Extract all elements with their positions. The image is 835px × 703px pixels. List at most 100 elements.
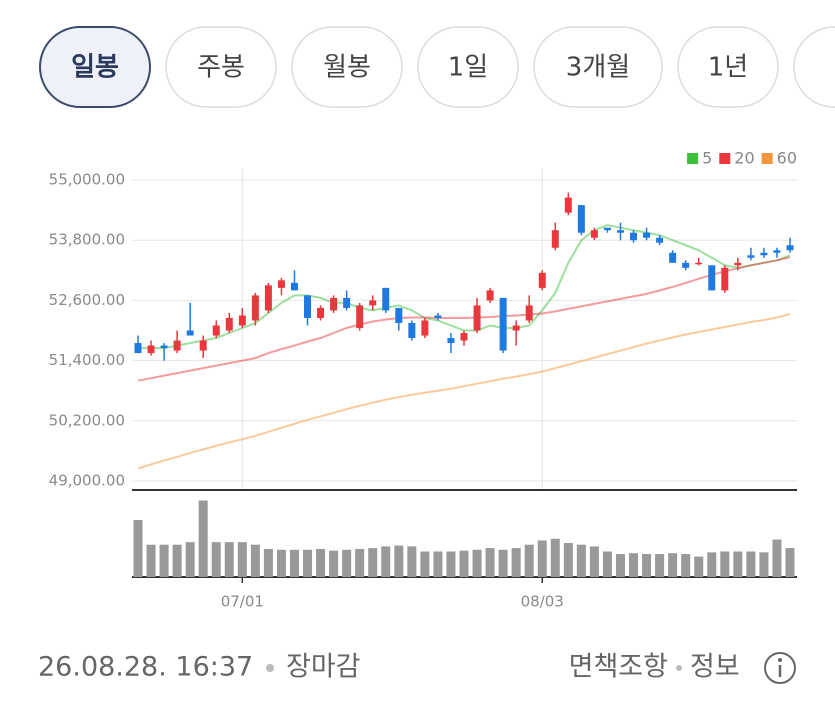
volume-bar (485, 548, 495, 577)
y-tick-label: 49,000.00 (49, 471, 125, 489)
volume-bar (263, 548, 273, 577)
candle-body (330, 297, 338, 311)
candle-body (369, 300, 377, 306)
volume-bar (146, 544, 156, 577)
candle-body (708, 265, 716, 291)
tab-pill (291, 26, 403, 108)
candle-body (251, 295, 259, 321)
volume-bar (355, 548, 365, 577)
volume-bar (694, 556, 704, 577)
legend-swatch (719, 153, 731, 164)
volume-bar (381, 546, 391, 577)
volume-bar (537, 540, 547, 577)
candle-body (408, 322, 416, 339)
tab-pill (165, 26, 277, 108)
volume-bar (159, 544, 169, 577)
candle-body (160, 345, 168, 349)
candle-body (786, 245, 794, 251)
candle-body (173, 340, 181, 351)
tab-label: 주봉 (197, 53, 245, 83)
volume-bar (211, 542, 221, 577)
volume-bar (420, 551, 430, 577)
moving-average-line (138, 224, 791, 350)
info-icon[interactable] (764, 652, 796, 684)
y-tick-label: 55,000.00 (49, 171, 125, 189)
volume-bar (316, 548, 326, 577)
volume-bar (224, 542, 234, 577)
volume-bar (785, 548, 795, 577)
candle-body (773, 250, 781, 253)
tab-label: 3개월 (566, 53, 630, 83)
volume-bar (133, 520, 143, 577)
legend-swatch (687, 153, 699, 164)
candle-body (603, 227, 611, 231)
volume-bar (446, 551, 456, 577)
volume-bar (772, 539, 782, 577)
candle-body (238, 315, 246, 326)
candle-body (356, 305, 364, 328)
tab-pill (533, 26, 663, 108)
separator-dot (266, 664, 274, 672)
candle-body (551, 230, 559, 248)
volume-bar (342, 549, 352, 577)
volume-bar (746, 551, 756, 577)
candle-body (525, 305, 533, 321)
y-tick-label: 50,200.00 (49, 411, 125, 429)
separator-dot (676, 665, 682, 671)
candle-body (343, 297, 351, 308)
candle-body (225, 317, 233, 331)
disclaimer-link[interactable]: 면책조항 (569, 652, 668, 683)
tab-label: 1년 (708, 53, 748, 83)
legend-label: 5 (702, 149, 712, 168)
moving-average-line (137, 313, 791, 470)
candle-body (304, 295, 312, 318)
candle-body (564, 197, 572, 213)
period-tab[interactable]: 월봉 (291, 26, 403, 108)
candle-body (473, 305, 481, 331)
candle-body (656, 237, 664, 243)
candle-body (721, 267, 729, 291)
volume-bar (524, 544, 534, 577)
candle-body (290, 282, 298, 291)
candle-body (134, 343, 142, 354)
info-link[interactable]: 정보 (690, 652, 740, 683)
legend-label: 60 (777, 149, 797, 168)
volume-bar (237, 542, 247, 577)
candle-body (264, 285, 272, 311)
y-tick-label: 53,800.00 (49, 231, 125, 249)
tab-pill (677, 26, 779, 108)
period-tab[interactable]: 1년 (677, 26, 779, 108)
candle-body (395, 307, 403, 323)
volume-bar (198, 500, 208, 577)
candle-body (447, 338, 455, 344)
candle-body (421, 320, 429, 336)
period-tab[interactable]: 3개월 (533, 26, 663, 108)
tab-label: 일봉 (71, 53, 119, 83)
volume-bar (550, 538, 560, 577)
volume-bar (459, 550, 469, 577)
candle-body (734, 262, 742, 266)
volume-bar (629, 553, 639, 577)
candle-body (682, 262, 690, 268)
tab-pill (39, 26, 151, 108)
period-tab[interactable]: 1일 (417, 26, 519, 108)
tab-label: 1일 (448, 53, 488, 83)
candle-body (186, 330, 194, 336)
candle-body (199, 340, 207, 351)
volume-bar (172, 544, 182, 577)
volume-bar (563, 543, 573, 577)
period-tab[interactable]: 주봉 (165, 26, 277, 108)
period-tab[interactable]: 3 (793, 26, 835, 108)
candle-body (499, 297, 507, 351)
volume-bar (185, 542, 195, 577)
candle-body (590, 230, 598, 238)
tab-pill (793, 26, 835, 108)
x-tick-label: 08/03 (521, 593, 564, 611)
volume-bar (589, 546, 599, 577)
period-tab[interactable]: 일봉 (39, 26, 151, 108)
candle-body (695, 262, 703, 265)
timestamp: 26.08.28. 16:37 (38, 652, 253, 683)
volume-bar (615, 554, 625, 577)
volume-bar (642, 554, 652, 577)
volume-bar (602, 551, 612, 577)
